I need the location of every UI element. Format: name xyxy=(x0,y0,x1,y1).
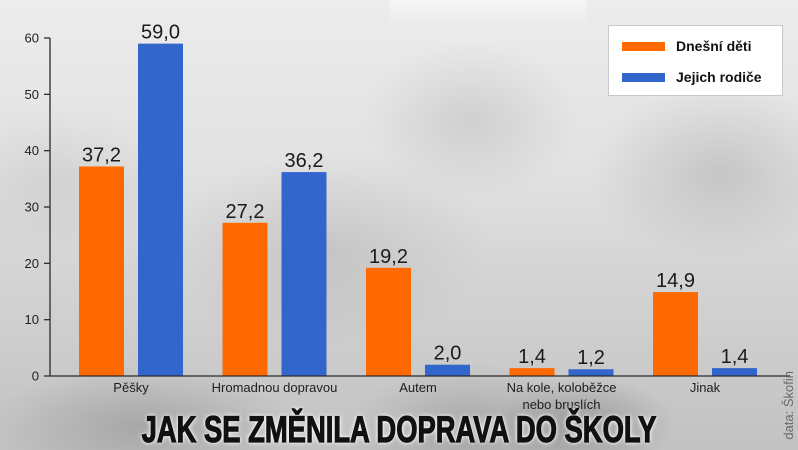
category-label-hromadnou-dopravou: Hromadnou dopravou xyxy=(211,380,338,395)
category-label-na-kole-kolobezce-nebo-bruslich: Na kole, koloběžce nebo bruslích xyxy=(506,380,617,412)
data-label-dnesni-deti-pesky: 37,2 xyxy=(82,144,121,166)
data-label-jejich-rodice-na-kole-kolobezce-nebo-bruslich: 1,2 xyxy=(577,347,605,369)
y-tick-label: 30 xyxy=(25,200,39,215)
data-label-jejich-rodice-hromadnou-dopravou: 36,2 xyxy=(285,150,324,172)
bar-dnesni-deti-na-kole-kolobezce-nebo-bruslich xyxy=(509,368,555,376)
legend-swatch-jejich-rodice xyxy=(622,72,665,82)
bar-dnesni-deti-pesky xyxy=(79,166,124,376)
category-label-autem: Autem xyxy=(399,380,437,395)
data-label-jejich-rodice-jinak: 1,4 xyxy=(721,346,749,368)
bar-jejich-rodice-jinak xyxy=(712,368,757,376)
chart-legend: Dnešní děti Jejich rodiče xyxy=(608,25,783,96)
data-label-jejich-rodice-autem: 2,0 xyxy=(434,343,462,365)
y-tick-label: 20 xyxy=(25,256,39,271)
y-tick-label: 0 xyxy=(32,369,39,384)
y-tick-label: 50 xyxy=(25,87,39,102)
legend-label-jejich-rodice: Jejich rodiče xyxy=(676,69,762,85)
chart-title: JAK SE ZMĚNILA DOPRAVA DO ŠKOLY xyxy=(141,409,657,450)
category-label-pesky: Pěšky xyxy=(113,380,149,395)
data-label-dnesni-deti-na-kole-kolobezce-nebo-bruslich: 1,4 xyxy=(518,346,546,368)
bar-jejich-rodice-na-kole-kolobezce-nebo-bruslich xyxy=(568,369,614,376)
bar-jejich-rodice-autem xyxy=(425,364,470,376)
legend-label-dnesni-deti: Dnešní děti xyxy=(676,38,752,54)
legend-item-dnesni-deti: Dnešní děti xyxy=(609,37,751,55)
bar-dnesni-deti-autem xyxy=(366,267,411,376)
bar-jejich-rodice-hromadnou-dopravou xyxy=(281,172,327,376)
data-source-note: data: Škofin xyxy=(781,371,796,440)
bar-dnesni-deti-jinak xyxy=(653,292,698,376)
y-tick-label: 10 xyxy=(25,312,39,327)
data-label-dnesni-deti-hromadnou-dopravou: 27,2 xyxy=(226,201,265,223)
y-tick-label: 40 xyxy=(25,143,39,158)
y-tick-label: 60 xyxy=(25,31,39,46)
data-label-dnesni-deti-jinak: 14,9 xyxy=(656,270,695,292)
bar-jejich-rodice-pesky xyxy=(138,43,183,377)
data-label-jejich-rodice-pesky: 59,0 xyxy=(141,22,180,44)
category-label-jinak: Jinak xyxy=(689,380,721,395)
data-label-dnesni-deti-autem: 19,2 xyxy=(369,246,408,268)
legend-item-jejich-rodice: Jejich rodiče xyxy=(609,68,762,86)
legend-swatch-dnesni-deti xyxy=(622,41,665,51)
bar-dnesni-deti-hromadnou-dopravou xyxy=(222,222,268,376)
